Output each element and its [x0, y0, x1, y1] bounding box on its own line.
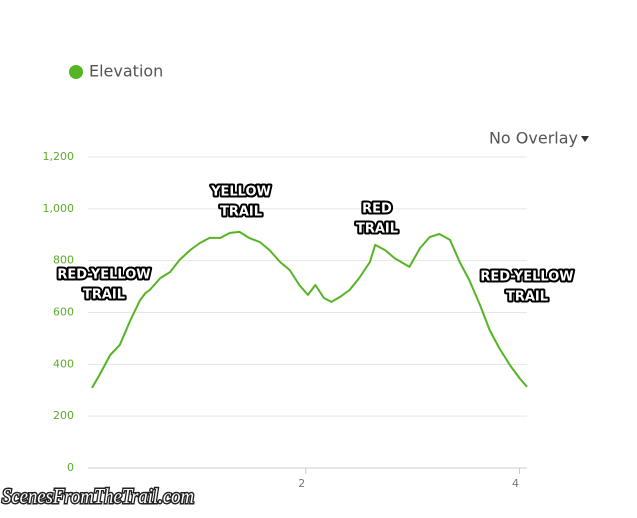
elevation-line [91, 230, 528, 389]
trail-annotation: TRAIL [220, 205, 262, 220]
legend-marker[interactable] [69, 65, 83, 79]
trail-annotation: TRAIL [83, 288, 125, 303]
y-tick-label: 400 [53, 357, 74, 370]
x-tick-label: 4 [512, 477, 519, 490]
dropdown-arrow[interactable] [581, 136, 589, 142]
y-tick-label: 1,200 [43, 150, 75, 163]
y-tick-label: 600 [53, 306, 74, 319]
trail-annotation: RED [362, 202, 392, 217]
trail-annotation: TRAIL [506, 290, 548, 305]
trail-annotation: TRAIL [356, 222, 398, 237]
trail-annotation: RED-YELLOW [480, 270, 573, 285]
y-tick-label: 1,000 [43, 202, 75, 215]
overlay-select[interactable]: No Overlay [489, 129, 578, 148]
trail-annotation: RED-YELLOW [57, 268, 150, 283]
x-tick-label: 2 [298, 477, 305, 490]
watermark: ScenesFromTheTrail.com [2, 484, 194, 508]
trail-annotation: YELLOW [210, 185, 271, 200]
legend-label[interactable]: Elevation [89, 62, 163, 81]
y-tick-label: 800 [53, 254, 74, 267]
y-tick-label: 200 [53, 409, 74, 422]
y-tick-label: 0 [67, 461, 74, 474]
